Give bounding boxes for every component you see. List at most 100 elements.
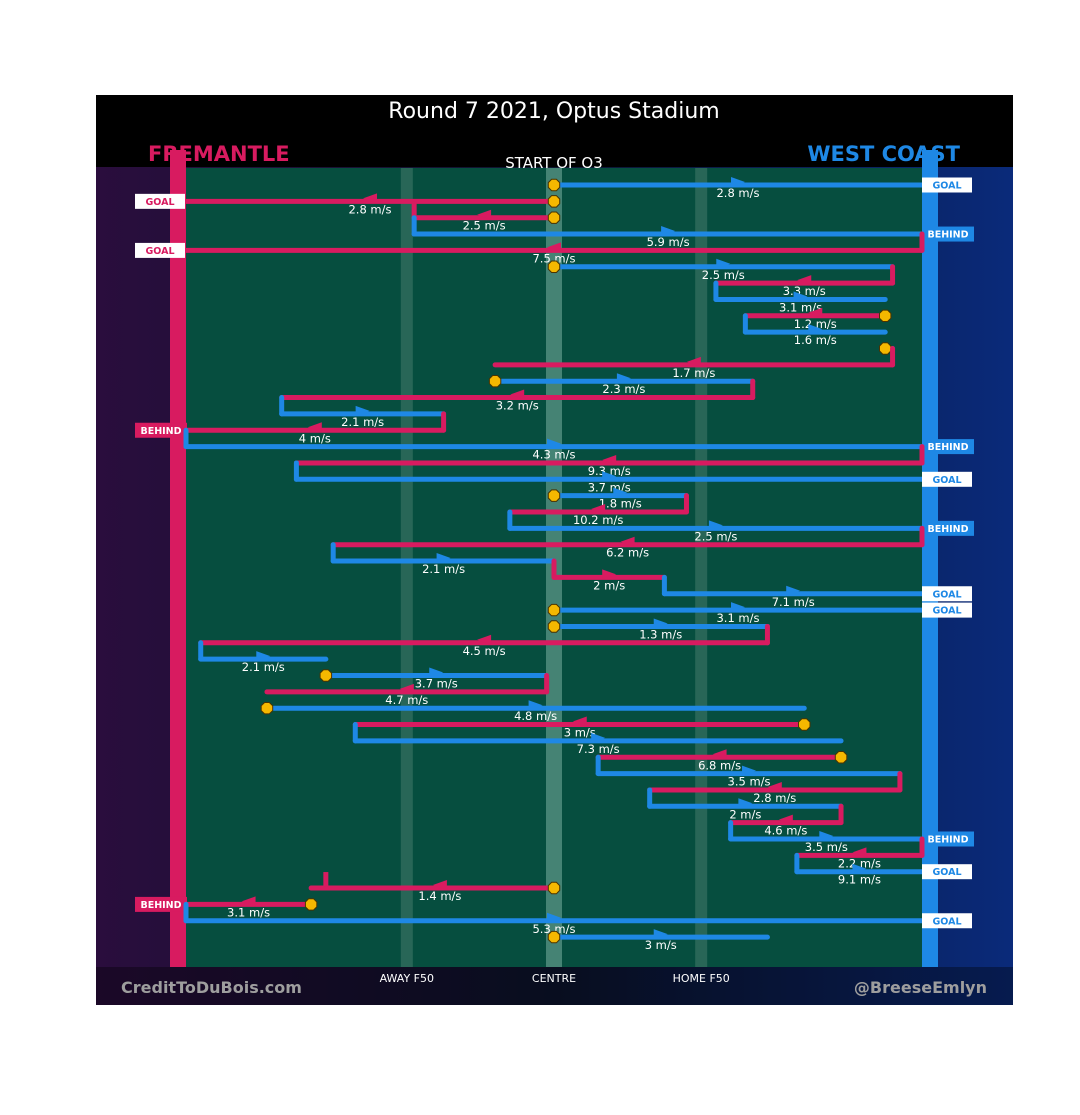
outcome-label: GOAL [932, 181, 961, 192]
speed-label: 4 m/s [299, 431, 331, 445]
outcome-badge [922, 471, 972, 487]
start-marker [879, 309, 892, 322]
speed-label: 3.2 m/s [496, 399, 539, 413]
outcome-label: GOAL [932, 475, 961, 486]
chain-row: 1.2 m/s [742, 307, 892, 331]
speed-label: 2.5 m/s [463, 219, 506, 233]
speed-label: 4.8 m/s [514, 709, 557, 723]
start-marker [547, 620, 561, 633]
outcome-label: GOAL [932, 606, 961, 617]
speed-label: 2 m/s [729, 807, 761, 821]
chain-row: 7.3 m/s [352, 722, 844, 756]
chain-row: 3.7 m/s [319, 667, 550, 691]
direction-arrow [661, 226, 676, 237]
chain-row: 2.1 m/s [279, 395, 447, 429]
outcome-label: GOAL [932, 916, 961, 927]
outcome-badge [135, 896, 187, 912]
direction-arrow [547, 438, 561, 449]
chain-row: 6.2 m/s [330, 525, 925, 560]
chain-row: 3.2 m/s [279, 378, 756, 413]
chain-row: 4.8 m/s [260, 700, 807, 723]
x-tick-label: HOME F50 [673, 972, 730, 985]
speed-label: 7.5 m/s [532, 251, 575, 265]
speed-label: 3.5 m/s [728, 775, 771, 789]
speed-label: 3.1 m/s [227, 905, 270, 919]
chain-row: 4.5 m/s [198, 623, 770, 658]
x-tick-label: CENTRE [532, 972, 576, 985]
outcome-badge [135, 242, 185, 258]
start-marker [488, 375, 502, 388]
chain-row: 7.1 m/s GOAL [661, 574, 972, 609]
speed-label: 1.6 m/s [794, 333, 837, 347]
speed-label: 4.5 m/s [463, 644, 506, 658]
chain-row: 6.8 m/s [595, 749, 848, 772]
direction-arrow [712, 749, 727, 760]
speed-label: 1.3 m/s [639, 627, 682, 641]
direction-arrow [797, 275, 812, 286]
start-marker [547, 881, 561, 895]
west-coast-goal-post [922, 150, 938, 967]
chain-row: 2.1 m/s [330, 542, 557, 576]
speed-label: 3.7 m/s [415, 677, 458, 691]
outcome-label: BEHIND [927, 524, 968, 535]
direction-arrow [436, 553, 451, 564]
speed-label: 9.1 m/s [838, 873, 881, 887]
direction-arrow [432, 880, 447, 891]
fremantle-goal-post [170, 150, 186, 967]
start-marker [547, 178, 561, 192]
speed-label: 6.2 m/s [606, 546, 649, 560]
speed-label: 2.8 m/s [716, 186, 759, 200]
chain-row: 2.8 m/s GOAL [547, 177, 972, 200]
speed-label: 7.3 m/s [577, 742, 620, 756]
footer-credit: CreditToDuBois.com [121, 978, 302, 997]
chain-row: 2.5 m/s [547, 258, 896, 282]
chain-row: 3.1 m/s BEHIND [135, 896, 318, 919]
direction-arrow [778, 814, 793, 825]
direction-arrow [852, 863, 867, 874]
direction-arrow [547, 242, 561, 253]
start-marker [547, 195, 561, 208]
start-marker [304, 898, 318, 911]
chain-row: 3.1 m/s GOAL [547, 602, 972, 625]
footer-bar [96, 967, 1013, 1005]
direction-arrow [477, 209, 492, 220]
field-band-2 [695, 168, 708, 967]
chain-row: 3.3 m/s [713, 264, 896, 298]
speed-label: 3.1 m/s [779, 300, 822, 314]
speed-label: 2.1 m/s [341, 415, 384, 429]
speed-label: 2.5 m/s [702, 268, 745, 282]
chain-row: 4.7 m/s [264, 673, 550, 707]
speed-label: 1.4 m/s [418, 889, 461, 903]
chain-row: 3.5 m/s BEHIND [728, 820, 974, 854]
speed-label: 1.2 m/s [794, 317, 837, 331]
direction-arrow [653, 618, 668, 629]
direction-arrow [686, 356, 701, 367]
direction-arrow [591, 732, 606, 743]
chain-row: 1.3 m/s [547, 618, 770, 641]
direction-arrow [547, 912, 561, 923]
direction-arrow [363, 193, 377, 204]
chain-row: 7.5 m/s GOAL [135, 231, 925, 265]
speed-label: 2.3 m/s [602, 382, 645, 396]
chain-row: 2 m/s [647, 787, 844, 821]
outcome-label: GOAL [145, 197, 174, 208]
chain-row: 3.5 m/s [595, 754, 903, 789]
speed-label: 1.7 m/s [672, 366, 715, 380]
speed-label: 3.1 m/s [716, 611, 759, 625]
chain-row: 4 m/s BEHIND [135, 411, 447, 445]
start-marker [798, 718, 811, 731]
speed-label: 3.3 m/s [783, 284, 826, 298]
direction-arrow [572, 716, 587, 727]
speed-label: 5.3 m/s [532, 922, 575, 936]
outcome-label: BEHIND [927, 230, 968, 241]
chain-row: 3.7 m/s GOAL [293, 460, 972, 494]
speed-label: 7.1 m/s [772, 595, 815, 609]
chain-row: 2.3 m/s [488, 373, 756, 396]
direction-arrow [307, 422, 322, 433]
chain-row: 4.6 m/s [728, 803, 844, 838]
x-axis-ticks: AWAY F50 CENTRE HOME F50 [380, 972, 730, 985]
direction-arrow [708, 520, 723, 531]
direction-arrow [355, 405, 370, 416]
outcome-label: GOAL [145, 246, 174, 257]
chain-row: 2.8 m/s GOAL [135, 193, 561, 216]
